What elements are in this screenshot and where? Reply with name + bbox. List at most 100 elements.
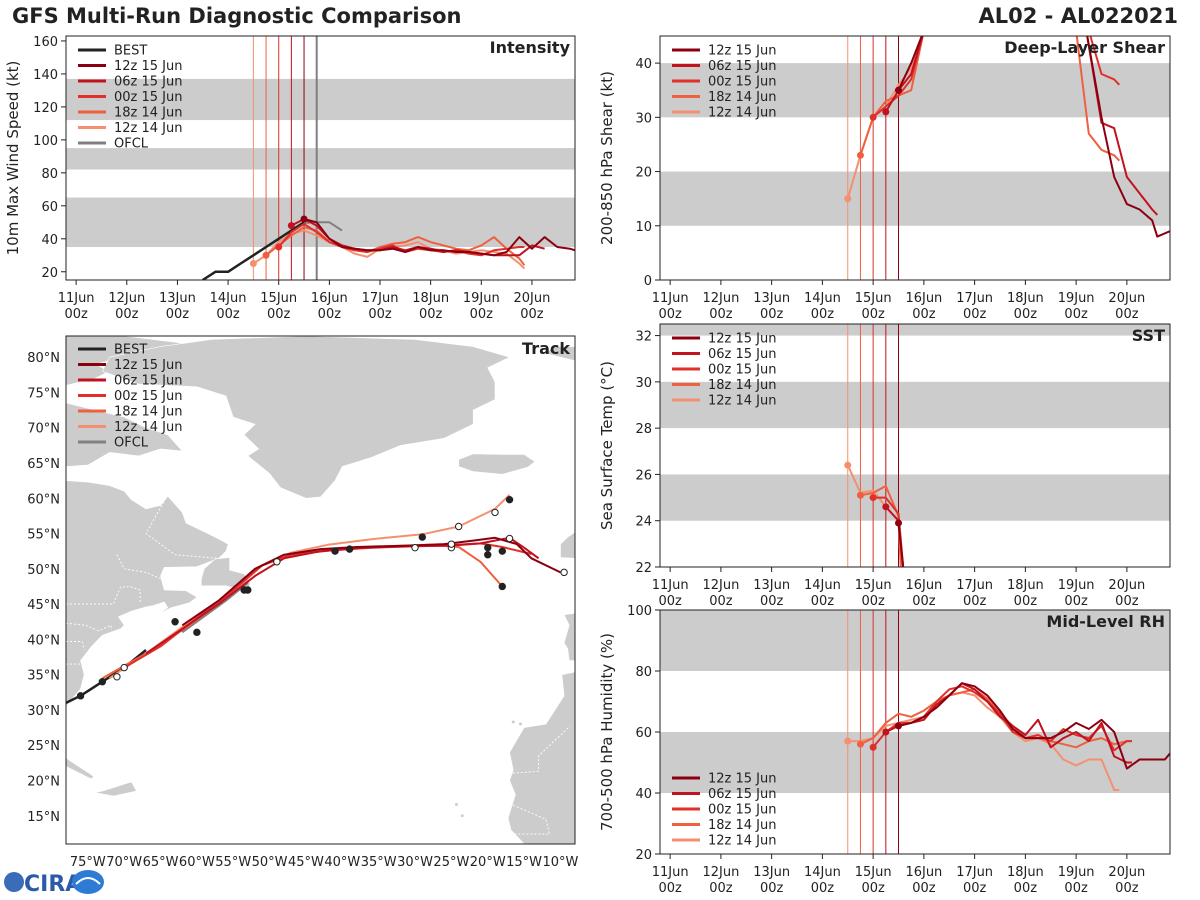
legend-label: 06z 15 Jun [114,75,183,90]
x-tick-label-hour: 00z [963,307,987,322]
x-tick-label-hour: 00z [811,881,835,896]
x-tick-label-hour: 00z [1064,307,1088,322]
x-tick-label-hour: 00z [470,307,494,322]
y-axis-label: 200-850 hPa Shear (kt) [598,71,616,245]
x-tick-label-hour: 00z [963,881,987,896]
lon-tick-label: 45°W [288,855,324,870]
intensity-panel: 2040608010012014016011Jun00z12Jun00z13Ju… [4,35,576,322]
political-border [66,641,85,651]
lat-tick-label: 15°N [27,810,60,825]
x-tick-label-date: 15Jun [855,291,892,306]
x-tick-label-date: 14Jun [804,578,841,593]
x-tick-label-hour: 00z [912,881,936,896]
y-tick-label: 40 [635,57,652,72]
track-position-marker [98,678,107,686]
x-tick-label-date: 11Jun [652,578,689,593]
track-position-marker [484,543,492,552]
y-tick-label: 80 [41,167,58,182]
political-border [508,725,571,774]
lon-tick-label: 15°W [506,855,542,870]
legend-label: 12z 15 Jun [114,59,183,74]
threshold-band [66,148,575,170]
x-tick-label-date: 17Jun [956,291,993,306]
legend-label: 12z 15 Jun [114,358,183,373]
legend-label: OFCL [114,436,149,451]
init-marker [856,491,864,499]
series-line [202,221,310,280]
x-tick-label-date: 16Jun [905,291,942,306]
y-tick-label: 40 [41,233,58,248]
x-tick-label-date: 19Jun [1058,578,1095,593]
logo-swirl-icon [75,877,101,885]
init-marker [249,260,257,268]
land-iceland [458,453,536,475]
threshold-band [66,78,575,121]
x-tick-label-date: 12Jun [108,291,145,306]
track-position-marker [345,545,354,553]
init-marker [844,737,852,745]
track-position-marker [193,628,201,637]
plot-area [844,36,1170,280]
y-axis-label: 10m Max Wind Speed (kt) [4,61,22,256]
init-marker [856,151,864,159]
y-tick-label: 60 [41,200,58,215]
x-tick-label-date: 18Jun [1007,291,1044,306]
lon-tick-label: 20°W [470,855,506,870]
legend-label: BEST [114,44,147,59]
track-position-marker [560,568,568,577]
series-line [898,682,1170,770]
political-border [66,586,141,605]
legend-label: 18z 14 Jun [708,378,777,393]
y-tick-label: 10 [635,220,652,235]
x-tick-label-date: 20Jun [1108,291,1145,306]
figure-title: GFS Multi-Run Diagnostic Comparison [12,4,462,28]
series-line [897,36,1170,238]
legend-label: 12z 14 Jun [114,420,183,435]
x-tick-label-date: 20Jun [1108,865,1145,880]
x-tick-label-hour: 00z [963,594,987,609]
map-frame [65,335,576,845]
track-position-marker [484,551,492,559]
x-tick-label-hour: 00z [267,307,291,322]
y-tick-label: 28 [635,422,652,437]
sst-panel: 22242628303211Jun00z12Jun00z13Jun00z14Ju… [598,323,1171,609]
lat-tick-label: 65°N [27,457,60,472]
political-border [145,494,219,559]
legend-label: 00z 15 Jun [708,803,777,818]
y-tick-label: 22 [635,561,652,576]
series-line [897,522,905,567]
y-tick-label: 24 [635,515,652,530]
plot-area [844,324,905,567]
init-marker [844,461,852,469]
legend-label: BEST [114,343,147,358]
lon-tick-label: 35°W [361,855,397,870]
cira-logo: CIRA [4,870,104,897]
legend-label: 00z 15 Jun [114,90,183,105]
y-tick-label: 80 [635,665,652,680]
legend-label: 00z 15 Jun [114,389,183,404]
legend-label: 00z 15 Jun [708,75,777,90]
x-tick-label-hour: 00z [811,594,835,609]
x-tick-label-hour: 00z [709,881,733,896]
political-border [66,622,112,632]
x-tick-label-date: 17Jun [956,865,993,880]
legend-label: 06z 15 Jun [708,347,777,362]
x-tick-label-date: 19Jun [1058,865,1095,880]
y-axis-label: Sea Surface Temp (°C) [598,361,616,530]
x-tick-label-date: 12Jun [702,291,739,306]
x-tick-label-date: 13Jun [753,291,790,306]
lon-tick-label: 65°W [143,855,179,870]
init-marker [869,494,877,502]
lon-tick-label: 55°W [215,855,251,870]
lat-tick-label: 45°N [27,598,60,613]
x-tick-label-hour: 00z [658,307,682,322]
lon-tick-label: 10°W [543,855,579,870]
series-line [859,36,1121,162]
series-line [847,691,1120,791]
x-tick-label-date: 14Jun [210,291,247,306]
x-tick-label-hour: 00z [658,594,682,609]
x-tick-label-date: 16Jun [311,291,348,306]
plot-area [202,36,575,280]
y-tick-label: 20 [635,166,652,181]
y-tick-label: 120 [33,101,58,116]
